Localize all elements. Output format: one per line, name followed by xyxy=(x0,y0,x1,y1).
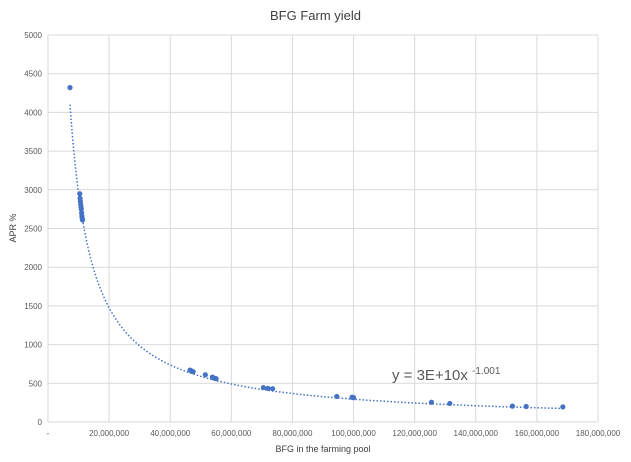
y-tick-label: 2500 xyxy=(24,225,42,234)
power-trendline xyxy=(69,104,563,410)
data-point xyxy=(428,399,435,405)
data-point xyxy=(260,384,267,391)
data-point xyxy=(560,404,566,410)
data-point xyxy=(447,400,453,407)
data-point xyxy=(509,403,516,409)
y-tick-label: 4000 xyxy=(24,108,42,117)
x-tick-label: 180,000,000 xyxy=(576,429,621,438)
x-tick-label: 100,000,000 xyxy=(331,429,376,438)
y-tick-label: 5000 xyxy=(24,31,42,40)
x-tick-label: 160,000,000 xyxy=(515,429,560,438)
data-point xyxy=(523,403,529,410)
data-point xyxy=(190,369,196,375)
gridlines xyxy=(47,34,599,423)
data-point xyxy=(67,85,73,91)
x-tick-label: 20,000,000 xyxy=(89,429,130,438)
y-tick-label: 500 xyxy=(29,379,43,388)
y-tick-label: 0 xyxy=(38,418,43,427)
x-axis-ticks: - 20,000,000 40,000,000 60,000,000 80,000,00… xyxy=(47,429,621,438)
x-tick-label: - xyxy=(47,429,50,438)
chart-title: BFG Farm yield xyxy=(269,8,361,23)
y-tick-label: 1500 xyxy=(24,302,42,311)
data-point xyxy=(265,385,271,391)
y-tick-label: 3000 xyxy=(24,186,42,195)
data-point xyxy=(77,191,83,197)
x-tick-label: 60,000,000 xyxy=(211,429,252,438)
trendline-equation-exponent: -1.001 xyxy=(472,366,501,377)
data-point xyxy=(78,206,84,212)
x-tick-label: 120,000,000 xyxy=(392,429,437,438)
data-point xyxy=(202,372,208,378)
data-point xyxy=(79,217,86,223)
trendline-equation: y = 3E+10x -1.001 xyxy=(392,366,501,384)
x-tick-label: 140,000,000 xyxy=(454,429,499,438)
data-point xyxy=(334,393,340,400)
y-tick-label: 1000 xyxy=(24,341,42,350)
x-tick-label: 40,000,000 xyxy=(150,429,191,438)
data-point xyxy=(350,395,357,401)
data-point xyxy=(213,376,219,382)
y-tick-label: 2000 xyxy=(24,263,42,272)
y-tick-label: 4500 xyxy=(24,70,42,79)
x-tick-label: 80,000,000 xyxy=(272,429,313,438)
data-points xyxy=(67,85,566,410)
x-axis-label: BFG in the farming pool xyxy=(275,444,371,454)
data-point xyxy=(269,386,276,392)
trendline-equation-main: y = 3E+10x xyxy=(392,367,468,384)
y-tick-label: 3500 xyxy=(24,147,42,156)
y-axis-ticks: 0 500 1000 1500 2000 2500 3000 3500 4000 4500 5000 xyxy=(24,31,42,427)
